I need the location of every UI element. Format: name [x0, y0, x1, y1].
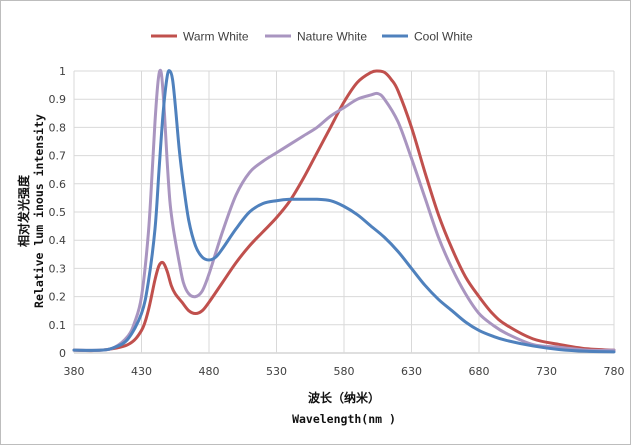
- series-line-nature-white: [72, 68, 616, 352]
- y-tick-label: 0.7: [49, 150, 67, 163]
- x-tick-label: 730: [536, 365, 557, 378]
- series-lines: [72, 68, 616, 354]
- y-axis-title: 相对发光强度: [16, 174, 31, 247]
- y-tick-label: 0: [59, 347, 66, 360]
- y-tick-label: 0.3: [49, 262, 67, 275]
- legend-label-warm-white: Warm White: [183, 30, 249, 44]
- x-axis-title: 波长（纳米）: [308, 390, 380, 405]
- y-tick-label: 0.2: [49, 291, 67, 304]
- legend-label-nature-white: Nature White: [297, 30, 367, 44]
- y-tick-label: 0.6: [49, 178, 67, 191]
- x-axis-title-en: Wavelength(nm ): [292, 412, 396, 426]
- x-tick-label: 680: [469, 365, 490, 378]
- series-line-cool-white: [72, 69, 616, 354]
- x-tick-label: 780: [604, 365, 625, 378]
- legend: Warm White Nature White Cool White: [151, 30, 473, 44]
- y-axis-title-en: Relative lum inous intensity: [32, 114, 46, 308]
- x-tick-labels: 380 430 480 530 580 630 680 730 780: [64, 365, 625, 378]
- legend-label-cool-white: Cool White: [414, 30, 473, 44]
- series-line-warm-white: [72, 69, 616, 353]
- y-tick-label: 0.8: [49, 121, 67, 134]
- y-tick-labels: 0 0.1 0.2 0.3 0.4 0.5 0.6 0.7 0.8 0.9 1: [49, 65, 67, 360]
- x-tick-label: 380: [64, 365, 85, 378]
- y-tick-label: 0.9: [49, 93, 67, 106]
- y-tick-label: 0.5: [49, 206, 67, 219]
- y-tick-label: 1: [59, 65, 66, 78]
- x-tick-label: 580: [334, 365, 355, 378]
- x-tick-label: 480: [199, 365, 220, 378]
- y-tick-label: 0.4: [49, 234, 67, 247]
- y-tick-label: 0.1: [49, 319, 67, 332]
- x-tick-label: 430: [131, 365, 152, 378]
- x-tick-label: 530: [266, 365, 287, 378]
- x-tick-label: 630: [401, 365, 422, 378]
